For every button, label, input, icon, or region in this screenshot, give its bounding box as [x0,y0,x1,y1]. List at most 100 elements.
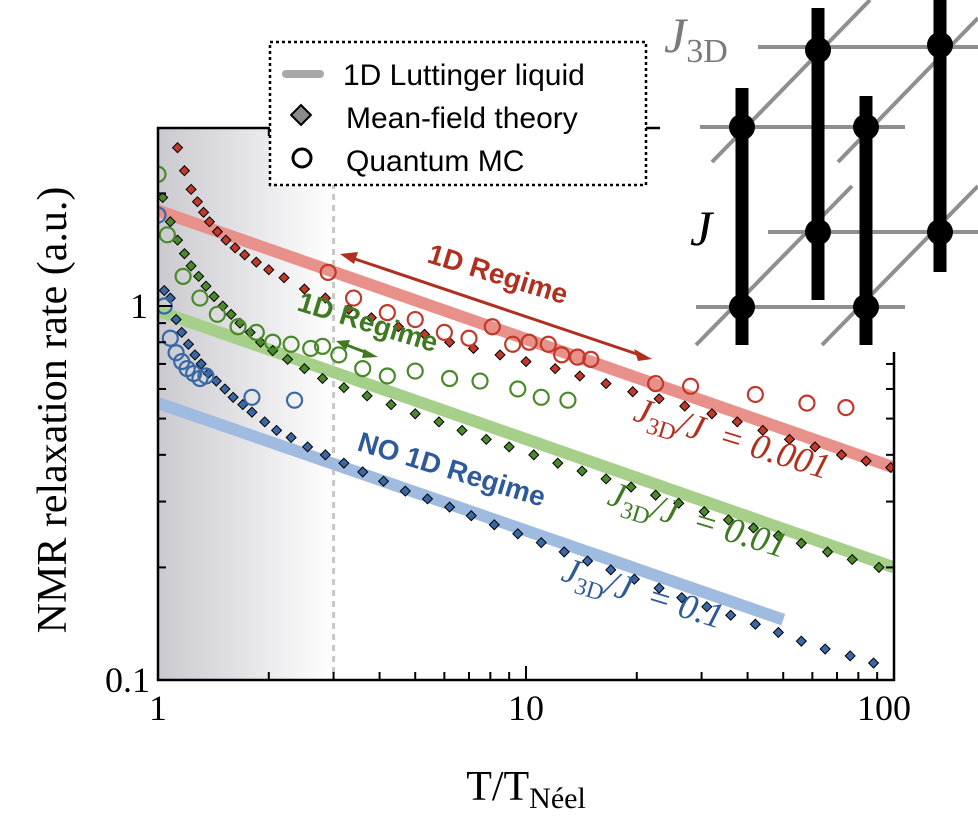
mean-field-point-blue [421,493,434,505]
mean-field-point-blue [701,601,713,613]
plot-area [156,126,896,682]
qmc-point-green [302,339,320,358]
qmc-point-green [471,372,489,390]
qmc-point-red [647,375,665,393]
mean-field-point-green [409,408,421,420]
mean-field-point-blue [605,564,617,576]
mean-field-point-blue [319,449,332,461]
mean-field-point-blue [628,573,641,585]
ratio-label-red-value: 0.001 [746,425,835,487]
mean-field-point-blue [819,643,831,655]
mean-field-point-red [679,400,691,412]
qmc-point-red [378,304,396,322]
mean-field-point-blue [725,609,737,621]
ratio-label-red-sub: 3D [643,413,679,446]
mean-field-point-green [208,290,220,303]
mean-field-point-green [503,441,515,453]
mean-field-point-red [185,183,197,196]
lattice-sites [729,32,953,320]
ratio-label-blue-sub: 3D [571,573,607,606]
mean-field-point-blue [338,457,350,469]
mean-field-point-green [361,390,373,402]
mean-field-point-blue [357,466,369,478]
mean-field-point-blue [558,546,570,558]
mean-field-point-green [772,530,785,542]
mean-field-point-red [178,165,191,177]
mean-field-point-red [171,142,184,154]
qmc-point-green [174,267,192,285]
mean-field-point-green [747,522,760,534]
qmc-point-green [378,367,396,385]
qmc-point-red [582,350,600,368]
qmc-point-red [837,398,855,417]
legend: 1D Luttinger liquid Mean-field theory Qu… [268,40,648,187]
mean-field-point-red [627,386,639,398]
qmc-point-blue [197,367,215,385]
luttinger-line-green [158,305,894,574]
mean-field-point-green [225,308,237,320]
mean-field-point-green [528,449,540,461]
mean-field-point-green [164,216,176,228]
legend-box [268,40,648,187]
legend-label-qmc: Quantum MC [346,145,524,178]
qmc-point-red [520,333,538,351]
qmc-point-red [483,318,501,336]
mean-field-point-blue [399,485,411,497]
lattice-label-j: J [690,200,715,256]
qmc-point-blue [158,206,167,224]
ratio-label-green-sub: 3D [617,497,653,530]
mean-field-point-green [649,489,662,501]
x-tick-label-100: 100 [857,688,911,728]
qmc-point-green [208,305,226,323]
x-axis-title-sub: Néel [529,782,586,815]
qmc-point-red [319,263,337,281]
mean-field-point-red [809,441,821,453]
mean-field-point-blue [844,650,856,662]
mean-field-point-blue [176,326,188,339]
mean-field-point-green [600,473,612,485]
legend-diamond-marker [289,103,313,127]
mean-field-point-red [211,226,224,238]
mean-field-point-blue [377,475,390,487]
mean-field-point-green [193,270,205,283]
ratio-label-green-value: 0.01 [720,509,792,566]
mean-field-point-blue [219,383,231,395]
qmc-point-red [504,335,522,353]
qmc-point-green [354,360,372,378]
y-tick-label-0.1: 0.1 [105,660,150,700]
mean-field-point-blue [488,519,500,531]
mean-field-point-red [494,349,506,361]
ratio-label-blue: J3D/J = 0.1 [556,549,729,642]
mean-field-point-red [298,283,311,295]
x-tick-labels: 1 10 100 [149,688,911,728]
mean-field-point-green [281,353,294,366]
qmc-point-green [264,333,282,351]
mean-field-point-red [757,424,769,437]
mean-field-point-blue [189,349,201,361]
mean-field-point-green [821,546,834,558]
mean-field-point-blue [749,618,762,630]
mean-field-point-blue [246,406,258,418]
mean-field-point-green [673,497,685,509]
qmc-point-red [553,346,571,364]
mean-field-point-red [783,433,796,446]
mean-field-point-green [338,381,350,394]
mean-field-point-blue [270,424,283,437]
qmc-point-blue [285,391,304,409]
mean-field-point-red [653,393,665,405]
mean-field-point-red [197,206,210,218]
mean-field-point-red [191,196,204,208]
luttinger-line-red [158,204,894,474]
mean-field-point-green [298,362,311,375]
mean-field-point-green [316,372,329,385]
qmc-point-red [344,289,363,307]
qmc-point-green [158,226,176,244]
mean-field-point-blue [170,313,182,326]
lattice-label-j3d-sub: 3D [686,33,728,70]
mean-field-point-red [239,249,251,261]
mean-field-point-red [250,256,262,268]
qmc-point-blue [167,344,185,362]
mean-field-point-blue [285,431,297,444]
qmc-point-blue [243,388,261,406]
